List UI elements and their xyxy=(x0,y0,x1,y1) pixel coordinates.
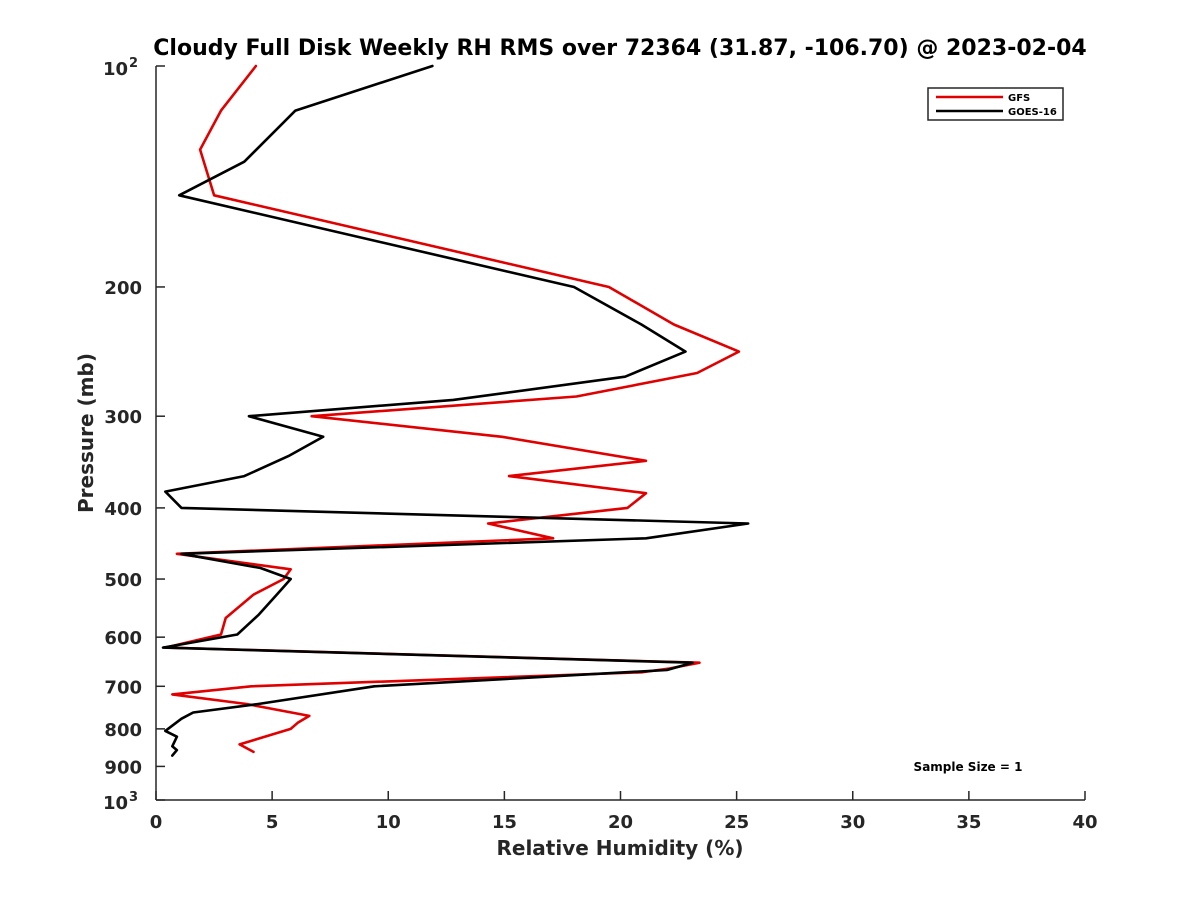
x-tick-label-1: 5 xyxy=(266,812,279,833)
x-tick-label-7: 35 xyxy=(956,812,981,833)
y-tick-label-8: 900 xyxy=(104,757,142,778)
y-tick-exp-9: 3 xyxy=(129,790,138,805)
y-tick-label-3: 400 xyxy=(104,499,142,520)
legend-label-gfs: GFS xyxy=(1008,93,1030,104)
x-tick-label-3: 15 xyxy=(492,812,517,833)
y-tick-label-9: 10 xyxy=(103,793,128,814)
x-tick-label-6: 30 xyxy=(840,812,865,833)
y-tick-label-0: 10 xyxy=(103,59,128,80)
legend-label-goes16: GOES-16 xyxy=(1008,107,1057,118)
y-tick-label-5: 600 xyxy=(104,628,142,649)
x-tick-label-5: 25 xyxy=(724,812,749,833)
x-axis-label: Relative Humidity (%) xyxy=(496,836,743,860)
chart-title: Cloudy Full Disk Weekly RH RMS over 7236… xyxy=(153,36,1086,61)
y-axis-label: Pressure (mb) xyxy=(74,353,98,513)
x-tick-label-0: 0 xyxy=(150,812,163,833)
y-tick-label-7: 800 xyxy=(104,720,142,741)
x-axis-ticks: 0 5 10 15 20 25 30 35 40 xyxy=(150,791,1098,833)
legend: GFS GOES-16 xyxy=(927,87,1064,121)
series-group xyxy=(161,64,750,757)
x-tick-label-2: 10 xyxy=(376,812,401,833)
y-tick-label-2: 300 xyxy=(104,407,142,428)
legend-box xyxy=(927,87,1064,121)
sample-size-annotation: Sample Size = 1 xyxy=(914,760,1023,774)
series-line-gfs xyxy=(164,64,741,754)
x-tick-label-8: 40 xyxy=(1072,812,1097,833)
y-tick-exp-0: 2 xyxy=(129,56,138,71)
y-tick-label-4: 500 xyxy=(104,570,142,591)
x-tick-label-4: 20 xyxy=(608,812,633,833)
series-line-goes16 xyxy=(161,64,750,757)
y-tick-label-6: 700 xyxy=(104,677,142,698)
y-tick-label-1: 200 xyxy=(104,278,142,299)
